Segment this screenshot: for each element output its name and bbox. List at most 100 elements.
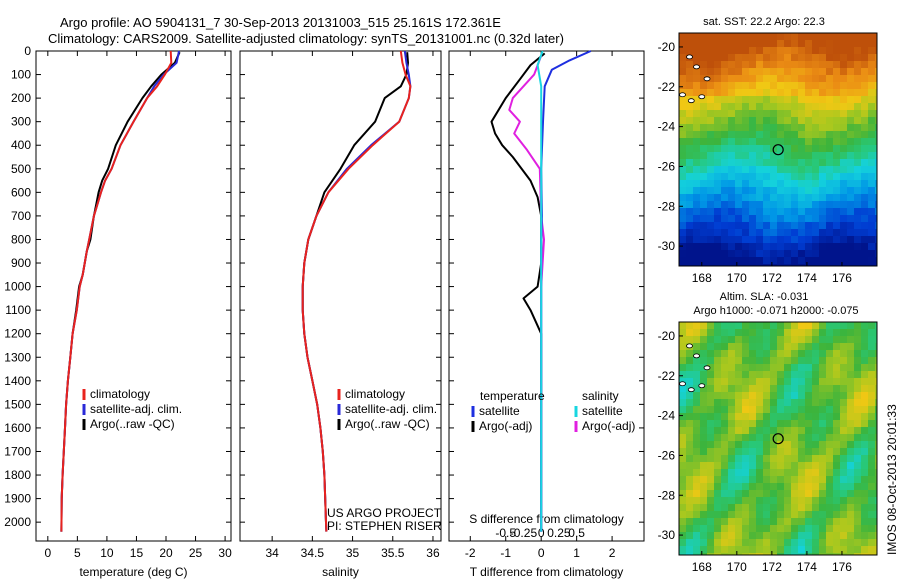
sla-cell	[833, 378, 840, 385]
sla-cell	[763, 350, 770, 357]
sla-cell	[840, 434, 847, 441]
sla-cell	[728, 469, 735, 476]
sst-cell	[812, 82, 819, 89]
sst-cell	[700, 250, 707, 257]
sst-cell	[798, 222, 805, 229]
sst-cell	[707, 131, 714, 138]
sst-cell	[728, 124, 735, 131]
sla-cell	[833, 441, 840, 448]
sla-cell	[749, 364, 756, 371]
sst-cell	[833, 250, 840, 257]
sst-cell	[833, 131, 840, 138]
sst-cell	[679, 187, 686, 194]
diff-xtick-label: 1	[573, 546, 580, 560]
sla-cell	[875, 539, 877, 546]
sla-cell	[735, 511, 742, 518]
sst-cell	[847, 75, 854, 82]
sst-cell	[721, 138, 728, 145]
sla-cell	[868, 357, 875, 364]
sla-cell	[798, 322, 805, 329]
sst-cell	[791, 201, 798, 208]
sst-cell	[756, 264, 763, 266]
sla-cell	[735, 525, 742, 532]
sst-cell	[714, 229, 721, 236]
sst-cell	[861, 82, 868, 89]
sst-cell	[805, 61, 812, 68]
sst-cell	[777, 180, 784, 187]
sla-cell	[728, 336, 735, 343]
sla-cell	[756, 490, 763, 497]
sla-cell	[742, 462, 749, 469]
sla-cell	[714, 490, 721, 497]
temp-ytick-label: 1000	[4, 280, 31, 294]
sst-xtick-label: 174	[797, 271, 817, 285]
sst-cell	[735, 222, 742, 229]
sla-cell	[728, 434, 735, 441]
sst-cell	[868, 54, 875, 61]
sst-cell	[707, 180, 714, 187]
sst-cell	[686, 40, 693, 47]
sla-cell	[812, 343, 819, 350]
sst-cell	[686, 103, 693, 110]
sst-cell	[840, 145, 847, 152]
sla-cell	[847, 385, 854, 392]
sla-cell	[700, 406, 707, 413]
sst-cell	[749, 47, 756, 54]
sla-cell	[700, 385, 707, 392]
sst-cell	[721, 145, 728, 152]
sst-cell	[742, 159, 749, 166]
sla-cell	[868, 336, 875, 343]
sla-cell	[714, 322, 721, 329]
sst-cell	[707, 187, 714, 194]
sla-cell	[833, 448, 840, 455]
sla-cell	[763, 441, 770, 448]
sla-island	[686, 343, 693, 349]
diff-legend-label: Argo(-adj)	[582, 419, 635, 433]
temp-ytick-label: 1300	[4, 350, 31, 364]
sst-island	[698, 94, 706, 100]
sla-cell	[798, 406, 805, 413]
sla-cell	[847, 497, 854, 504]
sst-cell	[714, 33, 721, 40]
sst-cell	[763, 229, 770, 236]
sla-cell	[819, 371, 826, 378]
sla-cell	[714, 399, 721, 406]
sla-cell	[700, 399, 707, 406]
sst-cell	[812, 222, 819, 229]
sla-cell	[686, 364, 693, 371]
sla-cell	[679, 427, 686, 434]
sla-cell	[833, 413, 840, 420]
sst-cell	[777, 61, 784, 68]
sla-cell	[763, 525, 770, 532]
sla-cell	[679, 413, 686, 420]
sla-cell	[728, 490, 735, 497]
sst-cell	[868, 236, 875, 243]
sst-cell	[763, 173, 770, 180]
sla-cell	[854, 504, 861, 511]
sst-cell	[700, 180, 707, 187]
sst-cell	[749, 187, 756, 194]
sst-cell	[861, 222, 868, 229]
sla-cell	[826, 385, 833, 392]
sst-cell	[707, 201, 714, 208]
sst-cell	[875, 208, 877, 215]
sst-cell	[868, 166, 875, 173]
sla-cell	[840, 392, 847, 399]
sla-cell	[819, 364, 826, 371]
sst-cell	[742, 215, 749, 222]
sst-cell	[868, 89, 875, 96]
sst-cell	[700, 110, 707, 117]
sst-cell	[763, 264, 770, 266]
sst-cell	[777, 194, 784, 201]
sst-cell	[756, 138, 763, 145]
sla-cell	[749, 525, 756, 532]
sla-cell	[875, 448, 877, 455]
sla-cell	[847, 392, 854, 399]
sst-cell	[854, 54, 861, 61]
sla-cell	[868, 462, 875, 469]
sst-cell	[840, 152, 847, 159]
sst-cell	[826, 201, 833, 208]
temp-xtick-label: 25	[189, 546, 203, 560]
sla-cell	[707, 532, 714, 539]
sla-cell	[798, 329, 805, 336]
